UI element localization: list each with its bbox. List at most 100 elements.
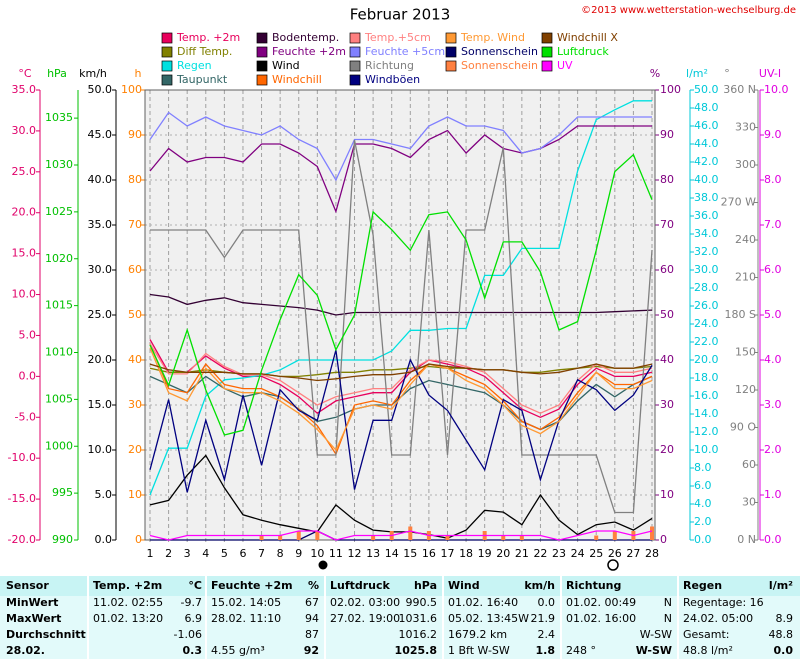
- y-tick-label: 48.0: [694, 101, 719, 114]
- y-tick-label: 1020: [45, 252, 73, 265]
- legend-swatch: [256, 32, 268, 44]
- y-tick-label: 36.0: [694, 209, 719, 222]
- y-tick-label: 0.0: [764, 533, 782, 546]
- axis-title: h: [135, 67, 142, 80]
- y-tick-label: 10.0: [12, 288, 37, 301]
- legend-label: Richtung: [365, 59, 414, 72]
- series-line: [149, 349, 653, 493]
- y-tick-label: 10.0: [764, 83, 789, 96]
- axis-title: UV-I: [759, 67, 781, 80]
- legend-label: Regen: [177, 59, 212, 72]
- row-label: MinWert: [6, 596, 58, 609]
- y-tick-label: 20: [660, 443, 674, 456]
- cell-right: 6.9: [185, 612, 203, 625]
- x-tick-label: 23: [552, 547, 566, 560]
- series-line: [149, 153, 653, 436]
- x-tick-label: 3: [184, 547, 191, 560]
- moon-new: [607, 559, 619, 571]
- cell-left: 11.02. 02:55: [93, 596, 163, 609]
- x-tick-label: 17: [440, 547, 454, 560]
- cell-right: 67: [305, 596, 319, 609]
- x-tick-label: 28: [645, 547, 659, 560]
- y-tick-label: 0 N: [737, 533, 756, 546]
- chart-title: Februar 2013: [350, 6, 451, 24]
- sun-bar: [594, 535, 599, 540]
- y-tick-label: 240: [735, 233, 756, 246]
- y-tick-label: 5.0: [19, 328, 37, 341]
- y-tick-label: 14.0: [694, 407, 719, 420]
- x-tick-label: 19: [478, 547, 492, 560]
- cell-right: N: [664, 596, 672, 609]
- y-tick-label: 10.0: [694, 443, 719, 456]
- legend-label: Windböen: [365, 73, 420, 86]
- y-tick-label: 6.0: [764, 263, 782, 276]
- cell-right: 0.0: [538, 596, 556, 609]
- y-tick-label: 1.0: [764, 488, 782, 501]
- row-label: Durchschnitt: [6, 628, 86, 641]
- y-tick-label: 40.0: [694, 173, 719, 186]
- moon-full: [318, 560, 328, 570]
- y-tick-label: 45.0: [88, 128, 113, 141]
- cell-right: 1016.2: [399, 628, 438, 641]
- y-tick-label: -5.0: [15, 410, 36, 423]
- cell-right: 1031.6: [399, 612, 438, 625]
- y-tick-label: 1010: [45, 346, 73, 359]
- y-tick-label: 100: [121, 83, 142, 96]
- x-tick-label: 4: [202, 547, 209, 560]
- group-title: Richtung: [566, 579, 621, 592]
- y-tick-label: 60: [742, 458, 756, 471]
- x-tick-label: 2: [165, 547, 172, 560]
- y-tick-label: 30.0: [88, 263, 113, 276]
- cell-left: 15.02. 14:05: [211, 596, 281, 609]
- axis-title: km/h: [79, 67, 107, 80]
- legend-label: Temp. +2m: [176, 31, 240, 44]
- sun-bar: [259, 535, 264, 540]
- y-tick-label: 35.0: [88, 218, 113, 231]
- row-label: MaxWert: [6, 612, 61, 625]
- x-tick-label: 21: [515, 547, 529, 560]
- y-tick-label: -15.0: [8, 492, 36, 505]
- legend-label: Temp.+5cm: [364, 31, 431, 44]
- y-tick-label: 5.0: [95, 488, 113, 501]
- group-unit: hPa: [414, 579, 437, 592]
- legend-label: Feuchte +5cm: [365, 45, 445, 58]
- legend-label: Feuchte +2m: [272, 45, 346, 58]
- y-tick-label: 40.0: [88, 173, 113, 186]
- x-tick-label: 22: [533, 547, 547, 560]
- sun-bar: [445, 535, 450, 540]
- y-tick-label: 34.0: [694, 227, 719, 240]
- y-tick-label: 20.0: [12, 206, 37, 219]
- cell-right: 990.5: [406, 596, 438, 609]
- axis-title: hPa: [47, 67, 67, 80]
- group-unit: km/h: [524, 579, 555, 592]
- table-header: Sensor: [6, 579, 49, 592]
- legend-swatch: [161, 32, 173, 44]
- y-tick-label: 9.0: [764, 128, 782, 141]
- legend-swatch: [349, 32, 361, 44]
- y-tick-label: 90: [660, 128, 674, 141]
- legend-label: Taupunkt: [176, 73, 228, 86]
- x-tick-label: 24: [571, 547, 585, 560]
- cell-right: W-SW: [640, 628, 672, 641]
- cell-left: 01.02. 13:20: [93, 612, 163, 625]
- cell-left: Gesamt:: [683, 628, 730, 641]
- legend-label: Bodentemp.: [272, 31, 339, 44]
- x-tick-label: 16: [422, 547, 436, 560]
- group-title: Temp. +2m: [93, 579, 162, 592]
- cell-right: 87: [305, 628, 319, 641]
- legend-swatch: [256, 74, 268, 86]
- y-tick-label: 90 O: [730, 421, 756, 434]
- y-tick-label: 120: [735, 383, 756, 396]
- group-unit: °C: [188, 579, 202, 592]
- y-tick-label: 360 N: [723, 83, 756, 96]
- sun-bar: [612, 531, 617, 540]
- y-tick-label: 4.0: [694, 497, 712, 510]
- copyright: ©2013 www.wetterstation-wechselburg.de: [581, 5, 796, 16]
- x-tick-label: 10: [310, 547, 324, 560]
- legend-label: Windchill X: [557, 31, 618, 44]
- legend-label: Diff Temp.: [177, 45, 232, 58]
- sun-bar: [501, 535, 506, 540]
- y-tick-label: 330: [735, 121, 756, 134]
- y-tick-label: 50.0: [88, 83, 113, 96]
